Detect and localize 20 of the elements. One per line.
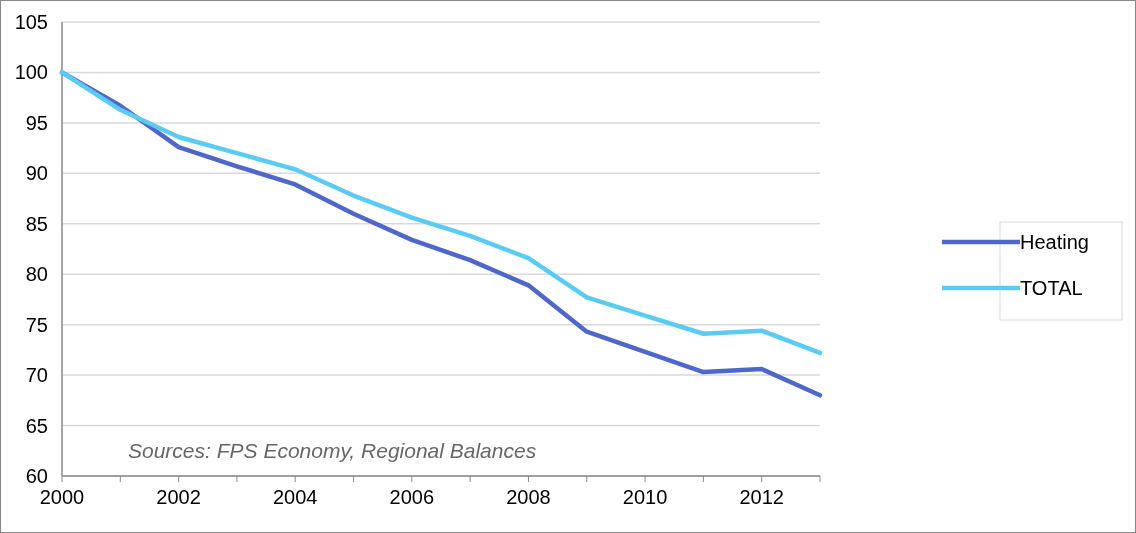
y-tick-label: 75 [25, 313, 48, 336]
y-tick-label: 70 [25, 364, 48, 387]
x-tick-label: 2012 [739, 486, 784, 508]
y-tick-label: 90 [25, 162, 48, 185]
x-tick-label: 2000 [39, 486, 85, 508]
x-tick-label: 2006 [389, 486, 435, 508]
legend-label: Heating [1020, 231, 1089, 253]
y-tick-label: 65 [25, 414, 48, 437]
y-tick-label: 105 [14, 11, 48, 33]
y-tick-label: 95 [25, 111, 48, 134]
annotation: Sources: FPS Economy, Regional Balances [128, 439, 537, 462]
x-tick-label: 2008 [506, 486, 551, 508]
x-tick-label: 2002 [156, 486, 201, 508]
x-tick-label: 2004 [272, 486, 318, 508]
y-tick-label: 85 [25, 212, 48, 235]
y-tick-label: 100 [14, 61, 48, 84]
y-tick-label: 60 [25, 465, 48, 487]
legend-label: TOTAL [1020, 277, 1083, 299]
x-tick-label: 2010 [622, 486, 668, 508]
y-tick-label: 80 [25, 263, 48, 286]
